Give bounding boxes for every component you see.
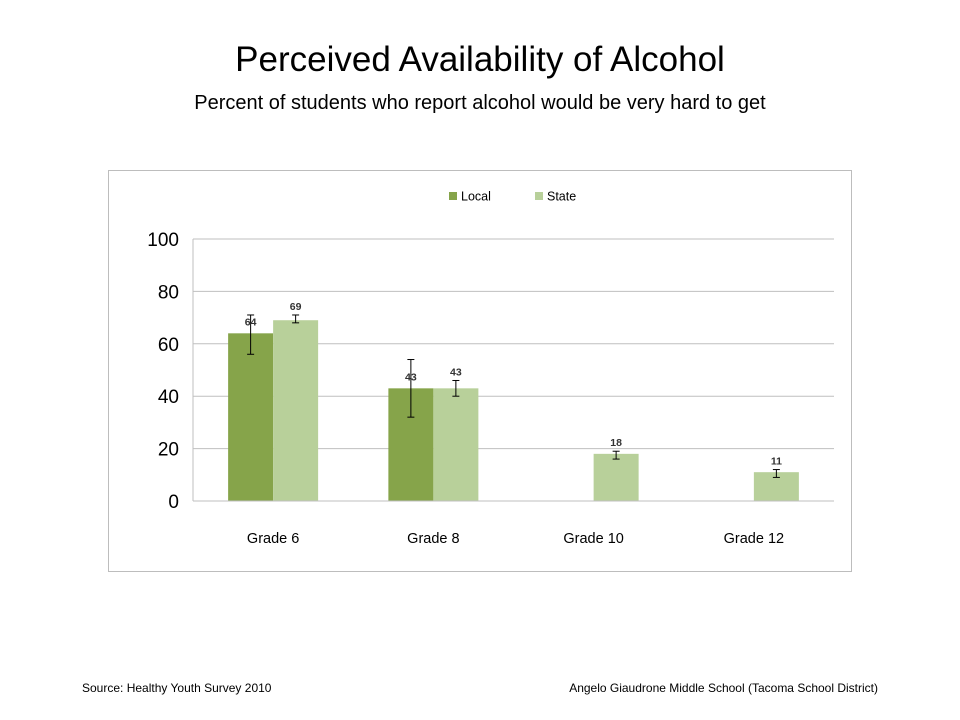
legend-label-local: Local <box>461 190 491 204</box>
page-subtitle: Percent of students who report alcohol w… <box>194 92 766 114</box>
legend-swatch-local <box>449 192 457 200</box>
source-note: Source: Healthy Youth Survey 2010 <box>82 681 272 695</box>
y-tick-label: 60 <box>158 335 179 356</box>
bar-local-grade-6 <box>228 333 274 501</box>
data-label: 69 <box>290 301 302 313</box>
x-tick-label: Grade 12 <box>724 531 784 547</box>
bar-chart: 0 20 40 60 80 100 64 69 Grade 6 43 43 Grade 8 18 Grad… <box>147 190 834 547</box>
page-title: Perceived Availability of Alcohol <box>235 40 725 79</box>
bar-state-grade-8 <box>433 388 479 501</box>
bar-state-grade-10 <box>593 453 639 501</box>
y-tick-label: 100 <box>147 230 179 251</box>
y-tick-label: 80 <box>158 282 179 303</box>
data-label: 43 <box>405 371 417 383</box>
y-tick-label: 40 <box>158 387 179 408</box>
legend-label-state: State <box>547 190 576 204</box>
legend-swatch-state <box>535 192 543 200</box>
data-label: 18 <box>610 437 622 449</box>
y-tick-label: 20 <box>158 440 179 461</box>
y-tick-label: 0 <box>168 492 179 513</box>
x-tick-label: Grade 8 <box>407 531 459 547</box>
x-tick-label: Grade 6 <box>247 531 299 547</box>
chart-frame: 0 20 40 60 80 100 64 69 Grade 6 43 43 Grade 8 18 Grad… <box>108 170 852 572</box>
data-label: 11 <box>771 456 782 468</box>
data-label: 64 <box>245 316 257 328</box>
school-name: Angelo Giaudrone Middle School (Tacoma S… <box>569 681 878 695</box>
bar-state-grade-6 <box>273 320 319 501</box>
data-label: 43 <box>450 366 462 378</box>
x-tick-label: Grade 10 <box>563 531 623 547</box>
